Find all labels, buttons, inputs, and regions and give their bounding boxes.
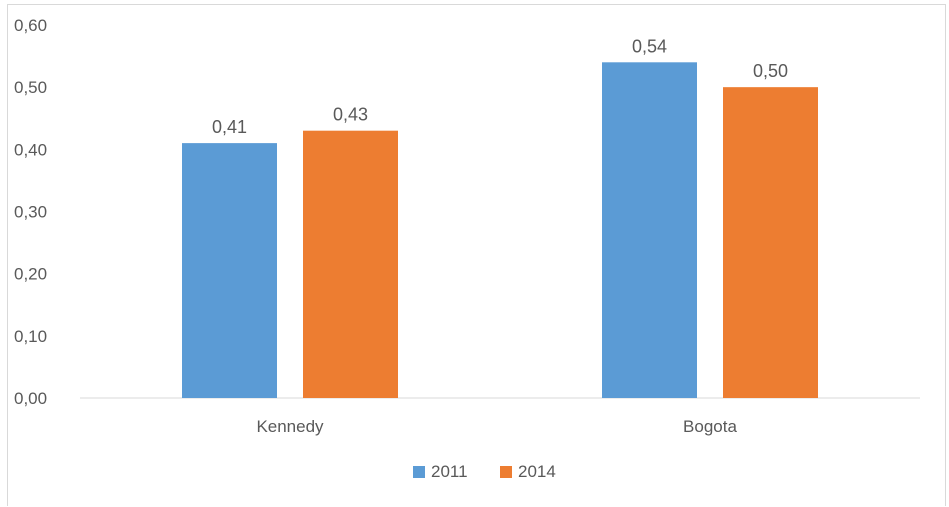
y-axis-ticks: 0,00 0,10 0,20 0,30 0,40 0,50 0,60	[14, 16, 47, 408]
y-tick-label: 0,00	[14, 389, 47, 408]
data-labels: 0,41 0,43 0,54 0,50	[212, 36, 788, 137]
y-tick-label: 0,50	[14, 78, 47, 97]
bar-2011-kennedy	[182, 143, 277, 398]
legend: 2011 2014	[413, 462, 556, 481]
y-tick-label: 0,40	[14, 140, 47, 159]
data-label: 0,43	[333, 105, 368, 125]
bars	[182, 62, 818, 399]
y-tick-label: 0,60	[14, 16, 47, 35]
legend-swatch	[500, 466, 512, 478]
y-tick-label: 0,10	[14, 327, 47, 346]
bar-2011-bogota	[602, 62, 697, 399]
data-label: 0,54	[632, 36, 667, 56]
legend-label: 2011	[431, 462, 468, 481]
legend-label: 2014	[518, 462, 556, 481]
bar-2014-kennedy	[303, 130, 398, 398]
legend-swatch	[413, 466, 425, 478]
y-tick-label: 0,30	[14, 203, 47, 222]
bar-2014-bogota	[723, 87, 818, 399]
chart-frame	[7, 4, 946, 506]
x-axis-ticks: Kennedy Bogota	[256, 417, 737, 436]
x-tick-label: Kennedy	[256, 417, 324, 436]
data-label: 0,50	[753, 61, 788, 81]
data-label: 0,41	[212, 117, 247, 137]
y-tick-label: 0,20	[14, 265, 47, 284]
x-tick-label: Bogota	[683, 417, 737, 436]
